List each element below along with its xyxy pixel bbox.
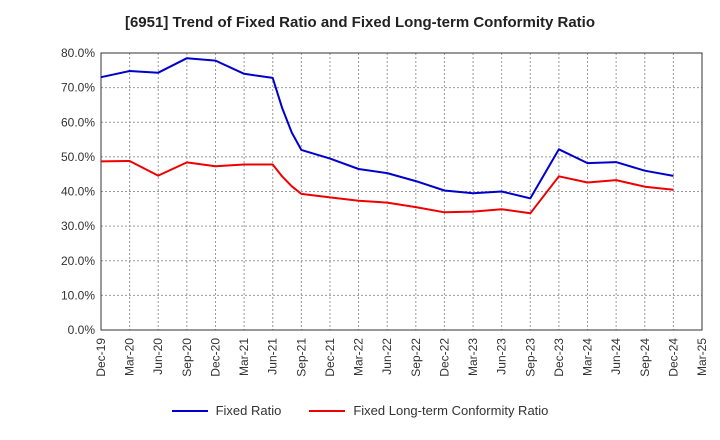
x-tick-label: Jun-22 [380, 338, 394, 375]
x-tick-label: Mar-20 [123, 338, 137, 376]
x-tick-label: Dec-20 [208, 338, 222, 377]
legend-swatch-fixed-ratio [171, 409, 208, 412]
series-line-fixed-ratio [100, 57, 674, 200]
y-tick-label: 40.0% [61, 185, 95, 199]
legend: Fixed Ratio Fixed Long-term Conformity R… [0, 403, 720, 418]
x-tick-label: Dec-22 [437, 338, 451, 377]
x-tick-label: Mar-25 [695, 338, 709, 376]
legend-label-fixed-ratio: Fixed Ratio [215, 403, 282, 418]
y-tick-label: 30.0% [61, 219, 95, 233]
x-tick-label: Mar-23 [466, 338, 480, 376]
x-tick-label: Dec-19 [94, 338, 108, 377]
x-tick-label: Mar-24 [581, 338, 595, 376]
legend-swatch-fixed-long-term-conformity-ratio [309, 409, 346, 412]
x-tick-label: Sep-23 [523, 338, 537, 377]
legend-item-fixed-long-term-conformity-ratio: Fixed Long-term Conformity Ratio [309, 403, 548, 418]
x-tick-label: Jun-23 [495, 338, 509, 375]
x-tick-label: Sep-24 [638, 338, 652, 377]
x-tick-label: Mar-22 [352, 338, 366, 376]
x-tick-label: Jun-21 [266, 338, 280, 375]
y-tick-label: 10.0% [61, 288, 95, 302]
legend-item-fixed-ratio: Fixed Ratio [171, 403, 282, 418]
plot-area-border [100, 52, 703, 331]
y-tick-label: 0.0% [68, 323, 96, 337]
y-tick-label: 50.0% [61, 150, 95, 164]
x-tick-label: Jun-24 [609, 338, 623, 375]
y-tick-label: 80.0% [61, 46, 95, 60]
y-tick-label: 70.0% [61, 81, 95, 95]
y-tick-label: 20.0% [61, 254, 95, 268]
x-tick-label: Sep-21 [294, 338, 308, 377]
x-tick-label: Dec-21 [323, 338, 337, 377]
x-tick-label: Dec-24 [666, 338, 680, 377]
x-tick-label: Dec-23 [552, 338, 566, 377]
y-tick-label: 60.0% [61, 115, 95, 129]
legend-label-fixed-long-term-conformity-ratio: Fixed Long-term Conformity Ratio [353, 403, 549, 418]
x-tick-label: Sep-20 [180, 338, 194, 377]
x-tick-label: Jun-20 [151, 338, 165, 375]
x-tick-label: Mar-21 [237, 338, 251, 376]
series-line-fixed-long-term-conformity-ratio [100, 160, 674, 215]
x-tick-label: Sep-22 [409, 338, 423, 377]
chart-title: [6951] Trend of Fixed Ratio and Fixed Lo… [124, 14, 596, 31]
